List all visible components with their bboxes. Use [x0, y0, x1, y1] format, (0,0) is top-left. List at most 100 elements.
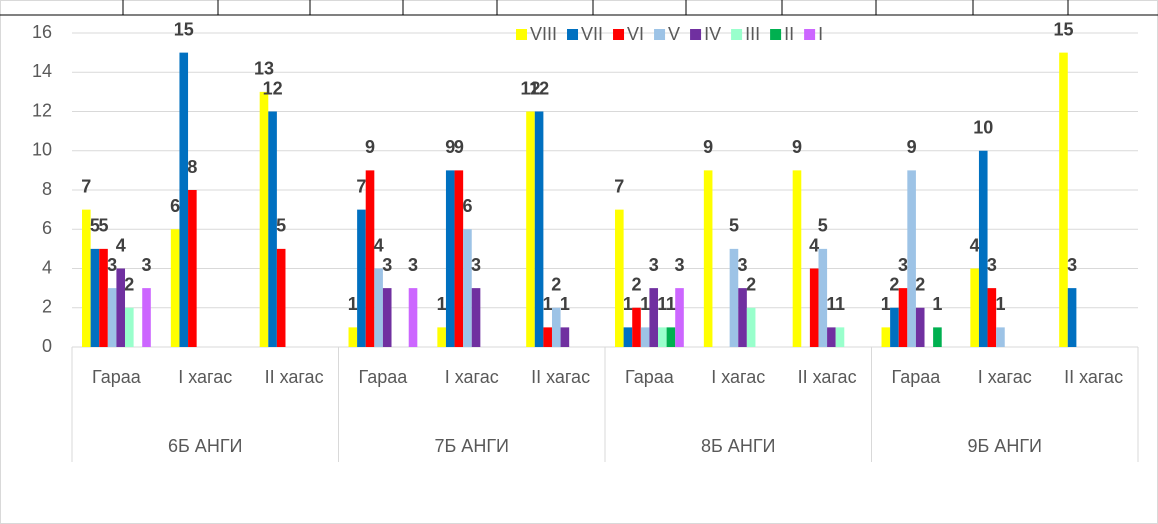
group-label: 6Б АНГИ	[167, 436, 243, 456]
bar	[835, 327, 845, 347]
data-label: 9	[792, 137, 802, 157]
data-label: 1	[826, 294, 836, 314]
x-tick-label: Гараа	[358, 367, 408, 387]
bar	[365, 170, 375, 347]
y-tick-label: 6	[42, 218, 52, 238]
bar	[898, 288, 908, 347]
bar	[82, 209, 91, 347]
bar	[675, 288, 684, 347]
group-label: 7Б АНГИ	[434, 436, 509, 456]
data-label: 1	[623, 294, 633, 314]
data-label: 2	[632, 275, 642, 295]
legend-swatch	[654, 29, 666, 40]
bar	[268, 111, 277, 347]
data-label: 1	[657, 294, 667, 314]
data-label: 1	[543, 294, 553, 314]
bar	[738, 288, 747, 347]
x-tick-label: II хагас	[1064, 367, 1124, 387]
data-label: 3	[987, 255, 997, 275]
data-label: 7	[81, 176, 91, 196]
bar	[170, 229, 180, 347]
data-label: 1	[995, 294, 1005, 314]
data-label: 9	[365, 137, 375, 157]
bar	[188, 190, 197, 347]
bar	[792, 170, 802, 347]
data-label: 15	[174, 19, 194, 39]
bar	[374, 268, 383, 347]
data-label: 3	[107, 255, 117, 275]
bar	[454, 170, 464, 347]
data-label: 15	[1053, 19, 1073, 39]
bar	[827, 327, 836, 347]
bar	[933, 327, 942, 347]
data-label: 3	[675, 255, 685, 275]
data-label: 8	[187, 157, 197, 177]
data-label: 4	[374, 235, 384, 255]
bar	[471, 288, 481, 347]
data-label: 4	[809, 235, 819, 255]
y-tick-label: 16	[32, 22, 52, 42]
x-tick-label: II хагас	[264, 367, 324, 387]
data-label: 5	[729, 216, 739, 236]
bar	[534, 111, 544, 347]
bar	[382, 288, 392, 347]
bar	[970, 268, 979, 347]
legend-label: V	[668, 24, 680, 44]
x-tick-label: II хагас	[797, 367, 857, 387]
x-tick-label: Гараа	[625, 367, 674, 387]
data-label: 1	[437, 294, 447, 314]
bar	[818, 248, 828, 347]
data-label: 3	[738, 255, 748, 275]
data-label: 12	[520, 78, 540, 98]
legend-swatch	[690, 29, 702, 40]
bar	[107, 288, 117, 347]
bar	[276, 248, 286, 347]
group-label: 8Б АНГИ	[700, 436, 776, 456]
legend-label: IV	[704, 24, 721, 44]
data-label: 12	[529, 78, 549, 98]
data-label: 2	[915, 275, 925, 295]
bar	[890, 307, 899, 347]
y-tick-label: 10	[32, 140, 52, 160]
y-tick-label: 2	[42, 297, 52, 317]
data-label: 3	[382, 255, 392, 275]
data-label: 13	[254, 59, 274, 79]
bar	[408, 288, 418, 347]
data-label: 9	[907, 137, 917, 157]
data-label: 7	[614, 176, 624, 196]
y-tick-label: 4	[42, 257, 52, 277]
bar	[463, 229, 472, 347]
x-tick-label: II хагас	[531, 367, 591, 387]
y-tick-label: 12	[32, 100, 52, 120]
data-label: 5	[276, 216, 286, 236]
bar	[640, 327, 650, 347]
bar	[632, 307, 641, 347]
bar	[666, 327, 676, 347]
data-label: 3	[649, 255, 659, 275]
legend-swatch	[567, 29, 579, 40]
legend-swatch	[613, 29, 625, 40]
bar	[348, 327, 358, 347]
legend-label: VIII	[530, 24, 557, 44]
bar	[615, 209, 624, 347]
data-label: 4	[116, 235, 126, 255]
data-label: 3	[1067, 255, 1077, 275]
bar	[99, 248, 108, 347]
legend-swatch	[516, 29, 527, 40]
bar	[809, 268, 819, 347]
bar	[90, 248, 100, 347]
data-label: 6	[170, 196, 180, 216]
data-label: 1	[666, 294, 676, 314]
data-label: 3	[471, 255, 481, 275]
bar	[437, 327, 446, 347]
bar	[543, 327, 552, 347]
data-label: 6	[462, 196, 472, 216]
bar	[357, 209, 366, 347]
bar	[125, 307, 134, 347]
data-label: 2	[551, 275, 561, 295]
legend-label: I	[818, 24, 823, 44]
x-tick-label: I хагас	[711, 367, 766, 387]
data-label: 4	[970, 235, 980, 255]
